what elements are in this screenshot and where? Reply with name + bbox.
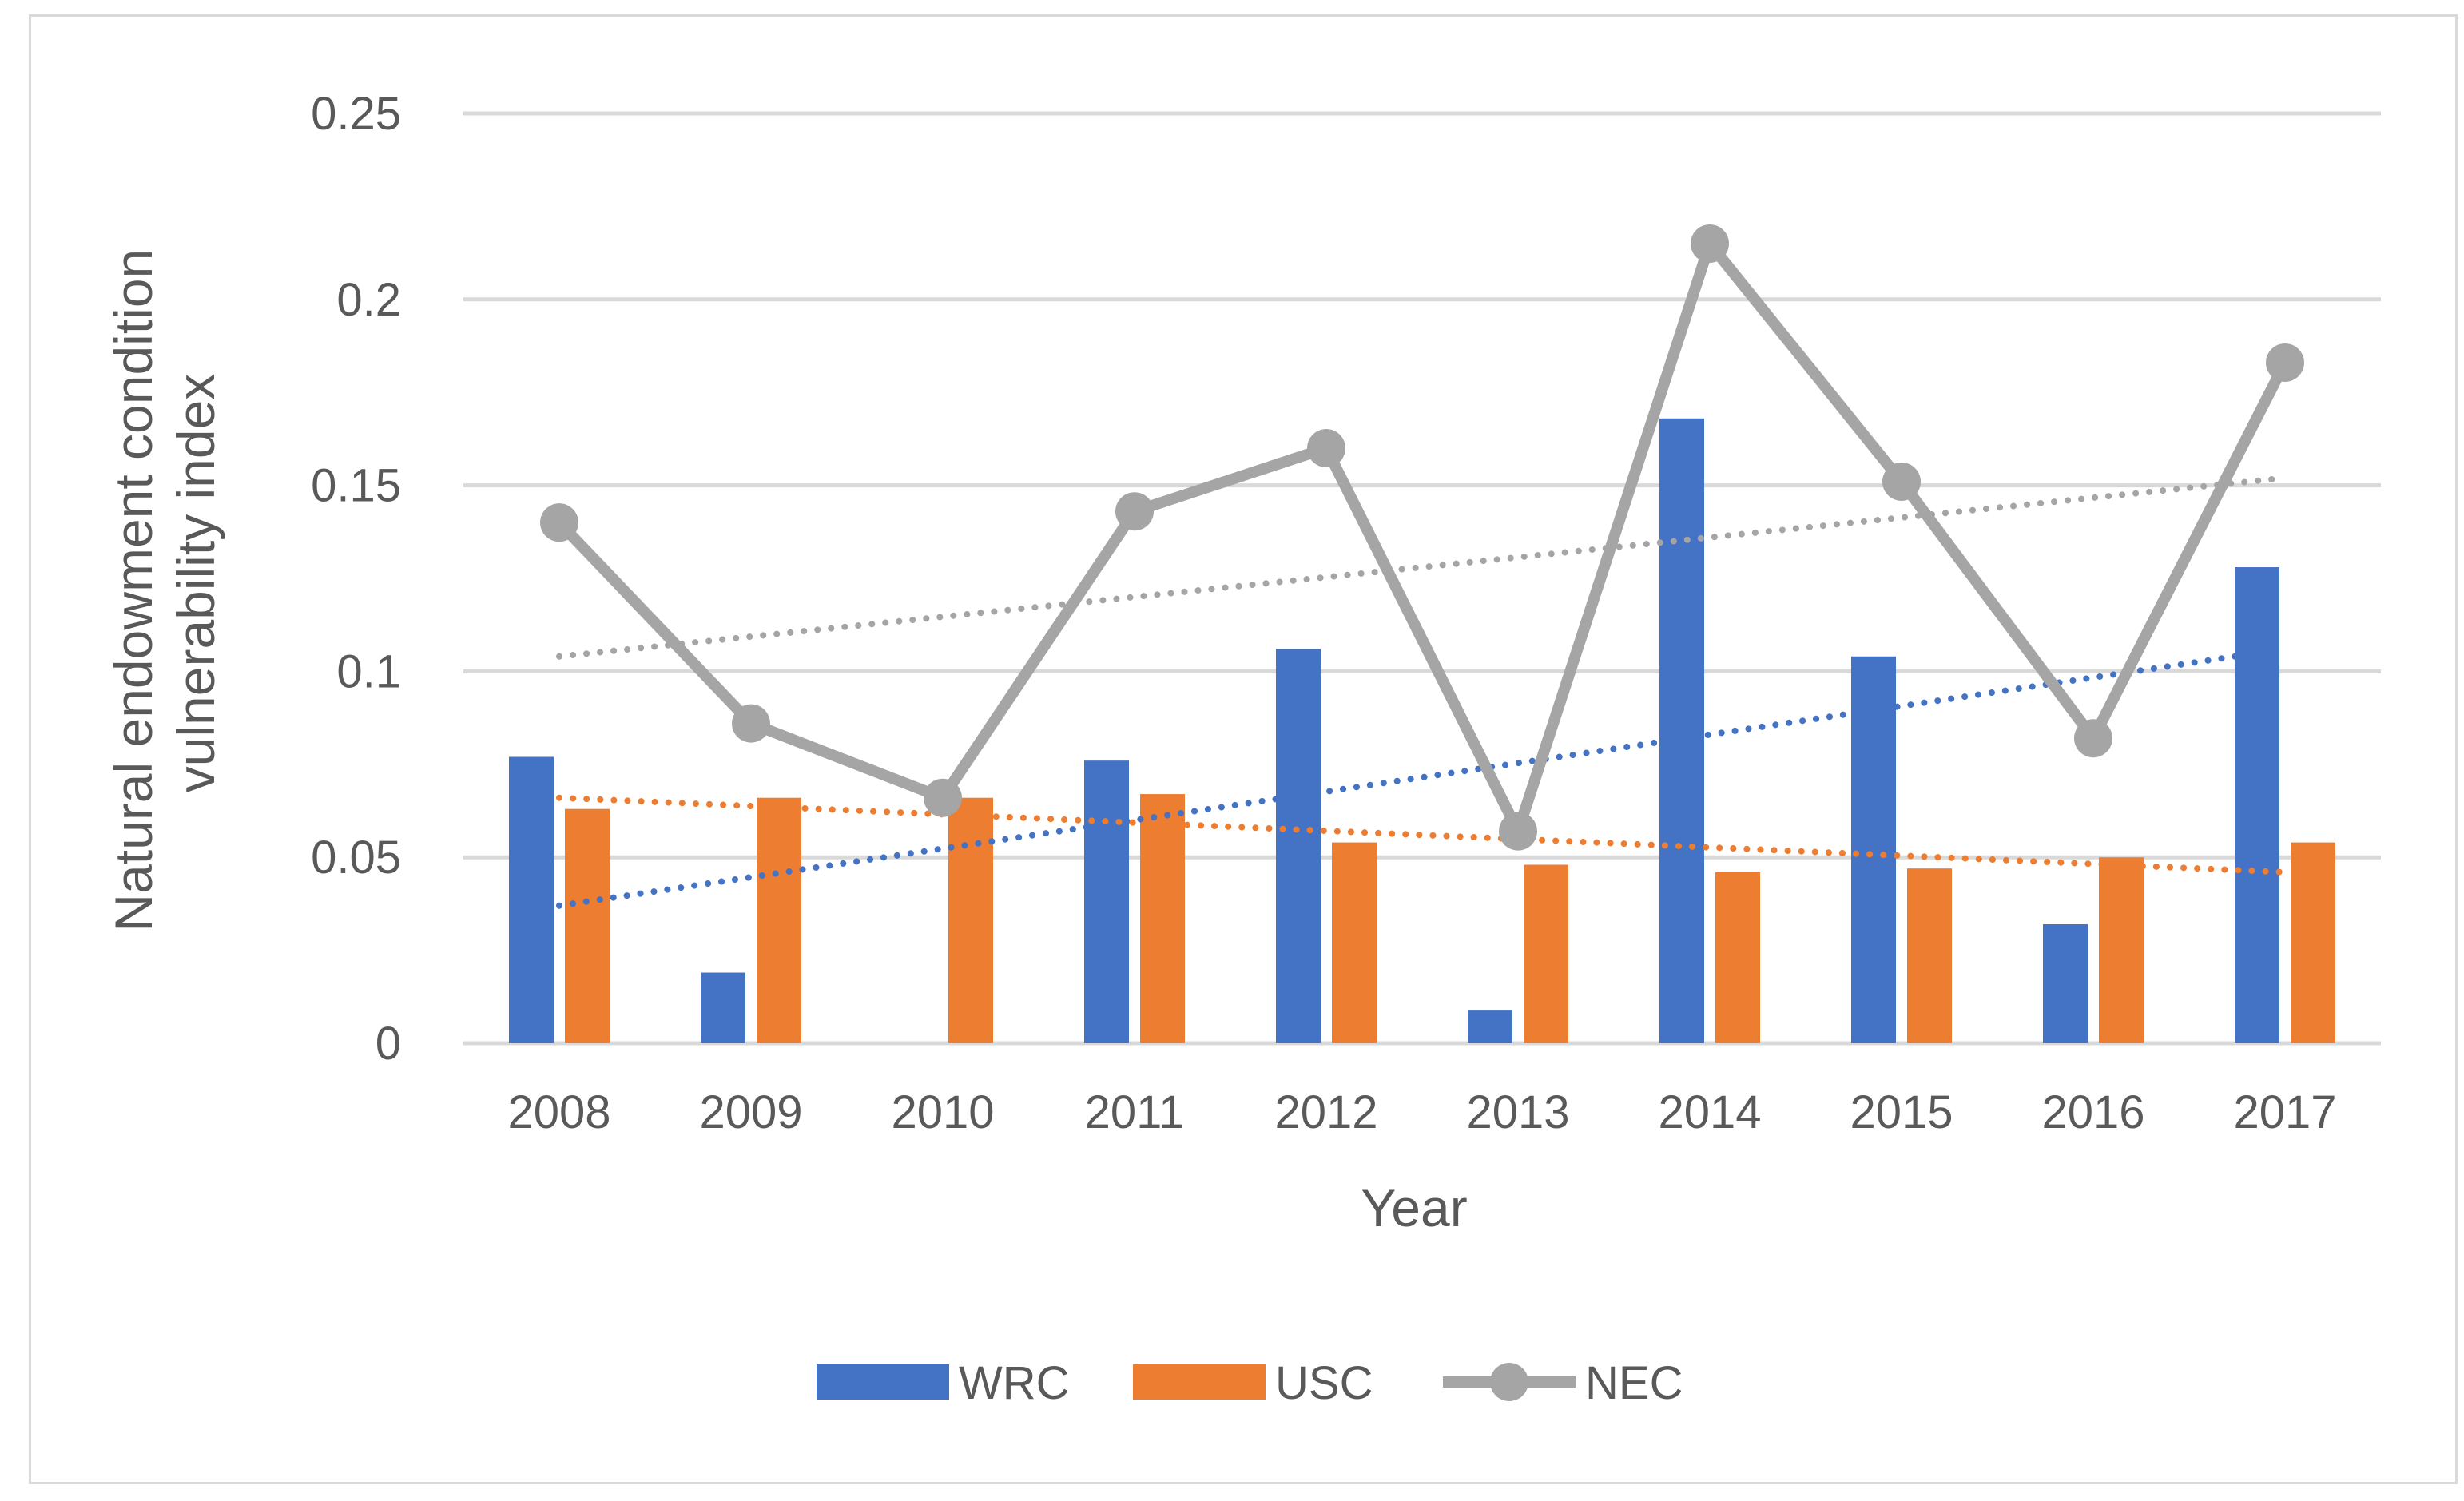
point-nec-2013 — [1499, 812, 1537, 851]
point-nec-2009 — [732, 704, 770, 743]
point-nec-2012 — [1307, 429, 1345, 468]
trendline-usc — [556, 794, 2288, 876]
bar-wrc-2017 — [2235, 567, 2279, 1043]
legend: WRC USC NEC — [817, 1357, 1683, 1409]
bar-usc-2011 — [1140, 794, 1185, 1043]
x-tick-label-2009: 2009 — [699, 1086, 802, 1138]
x-tick-label-2013: 2013 — [1466, 1086, 1569, 1138]
legend-swatch-wrc — [817, 1364, 949, 1400]
trendline-nec — [556, 475, 2288, 660]
y-axis-title: Natural endowment condition vulnerabilit… — [104, 234, 225, 931]
x-tick-labels: 2008 2009 2010 2011 2012 2013 2014 2015 2016 2017 — [507, 1086, 2336, 1138]
y-tick-label-2: 0.1 — [336, 645, 401, 697]
bars — [509, 418, 2335, 1043]
bar-wrc-2008 — [509, 756, 554, 1043]
y-tick-labels: 0 0.05 0.1 0.15 0.2 0.25 — [311, 88, 401, 1070]
y-tick-label-3: 0.15 — [311, 460, 401, 512]
bar-usc-2008 — [565, 808, 610, 1043]
x-tick-label-2017: 2017 — [2233, 1086, 2336, 1138]
trendlines — [556, 475, 2288, 909]
x-tick-label-2010: 2010 — [891, 1086, 994, 1138]
nec-line-series — [540, 224, 2304, 851]
bar-usc-2013 — [1524, 864, 1568, 1043]
point-nec-2017 — [2266, 343, 2304, 382]
bar-wrc-2015 — [1851, 656, 1896, 1043]
x-axis-title: Year — [1361, 1178, 1467, 1237]
x-tick-label-2012: 2012 — [1274, 1086, 1377, 1138]
y-tick-label-1: 0.05 — [311, 832, 401, 884]
bar-wrc-2012 — [1276, 649, 1321, 1043]
trendline-wrc — [556, 645, 2288, 909]
legend-label-nec: NEC — [1585, 1357, 1683, 1409]
y-axis-title-line-2: vulnerability index — [166, 374, 225, 793]
gridlines — [463, 111, 2381, 1046]
point-nec-2014 — [1691, 224, 1729, 263]
point-nec-2008 — [540, 503, 578, 542]
legend-label-wrc: WRC — [959, 1357, 1070, 1409]
bar-usc-2015 — [1907, 868, 1952, 1043]
bar-usc-2010 — [948, 797, 993, 1043]
bar-usc-2009 — [757, 797, 801, 1043]
y-tick-label-5: 0.25 — [311, 88, 401, 140]
x-tick-label-2014: 2014 — [1658, 1086, 1761, 1138]
bar-wrc-2009 — [701, 972, 745, 1043]
bar-wrc-2011 — [1084, 760, 1129, 1043]
line-nec — [554, 237, 2291, 837]
x-tick-label-2008: 2008 — [507, 1086, 610, 1138]
point-nec-2016 — [2074, 719, 2112, 758]
point-nec-2011 — [1115, 492, 1154, 531]
y-tick-label-0: 0 — [376, 1018, 401, 1070]
x-tick-label-2015: 2015 — [1850, 1086, 1953, 1138]
point-nec-2010 — [924, 778, 962, 817]
legend-label-usc: USC — [1275, 1357, 1373, 1409]
bar-usc-2017 — [2291, 842, 2335, 1043]
bar-usc-2016 — [2099, 857, 2144, 1043]
x-tick-label-2016: 2016 — [2041, 1086, 2144, 1138]
point-nec-2015 — [1882, 462, 1921, 501]
legend-swatch-usc — [1133, 1364, 1266, 1400]
bar-wrc-2014 — [1659, 418, 1704, 1043]
x-tick-label-2011: 2011 — [1085, 1086, 1185, 1138]
bar-usc-2014 — [1715, 872, 1760, 1043]
chart-frame — [29, 14, 2458, 1484]
y-tick-label-4: 0.2 — [336, 274, 401, 326]
y-axis-title-line-1: Natural endowment condition — [104, 249, 163, 932]
bar-wrc-2016 — [2043, 924, 2088, 1043]
bar-wrc-2013 — [1468, 1010, 1512, 1043]
legend-swatch-nec-marker — [1490, 1363, 1528, 1401]
bar-usc-2012 — [1332, 842, 1377, 1043]
